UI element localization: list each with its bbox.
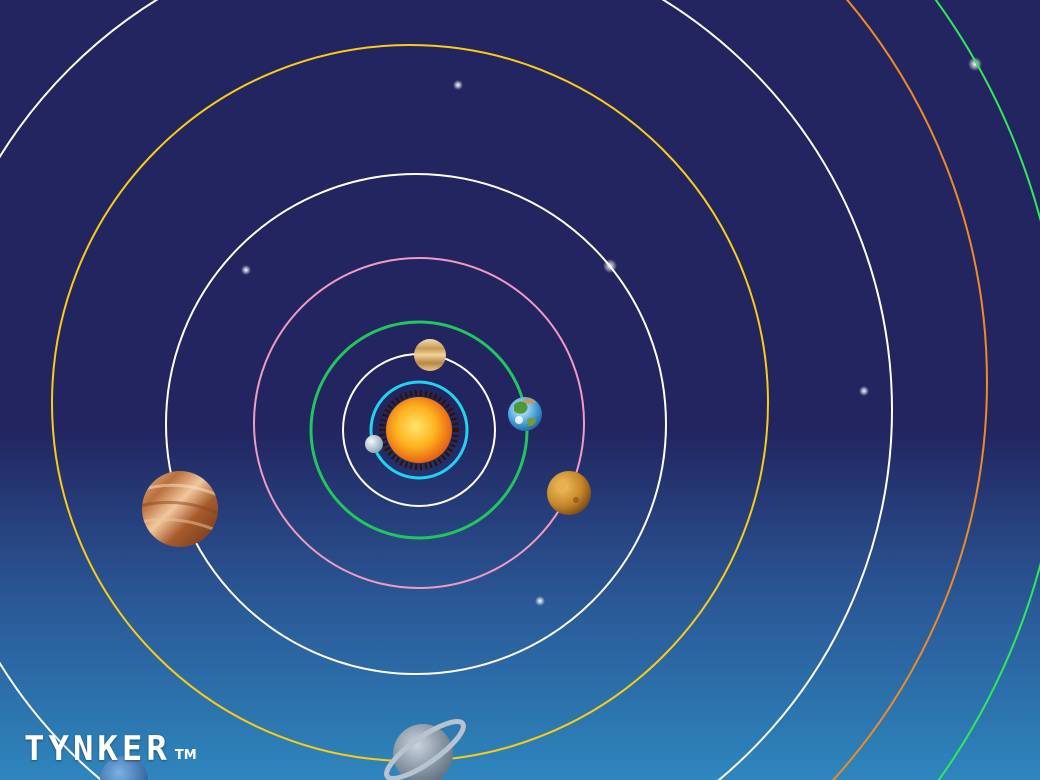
saturn-planet-icon[interactable] bbox=[380, 713, 470, 780]
tynker-logo: TYNKER TM bbox=[24, 722, 197, 766]
star bbox=[535, 596, 545, 606]
mercury-planet-icon[interactable] bbox=[365, 435, 383, 453]
sun[interactable] bbox=[379, 390, 459, 470]
star bbox=[241, 265, 251, 275]
orbit-neptune bbox=[831, 0, 988, 780]
trademark-mark: TM bbox=[174, 748, 197, 763]
uranus-planet-icon[interactable] bbox=[100, 756, 148, 780]
venus-planet-icon[interactable] bbox=[414, 339, 446, 371]
mars-planet-icon[interactable] bbox=[547, 471, 591, 515]
stars bbox=[241, 57, 982, 606]
corner-glow bbox=[820, 540, 1040, 780]
earth-planet-icon[interactable] bbox=[508, 397, 542, 431]
star bbox=[859, 386, 869, 396]
orbit-uranus bbox=[0, 0, 892, 780]
orbit-jupiter bbox=[165, 173, 667, 675]
orbit-mars bbox=[253, 257, 585, 589]
star bbox=[453, 80, 463, 90]
sun-corona bbox=[379, 390, 459, 470]
orbit-mercury bbox=[369, 380, 469, 480]
sun-icon[interactable] bbox=[386, 397, 452, 463]
brand-wordmark: TYNKER bbox=[24, 729, 171, 769]
